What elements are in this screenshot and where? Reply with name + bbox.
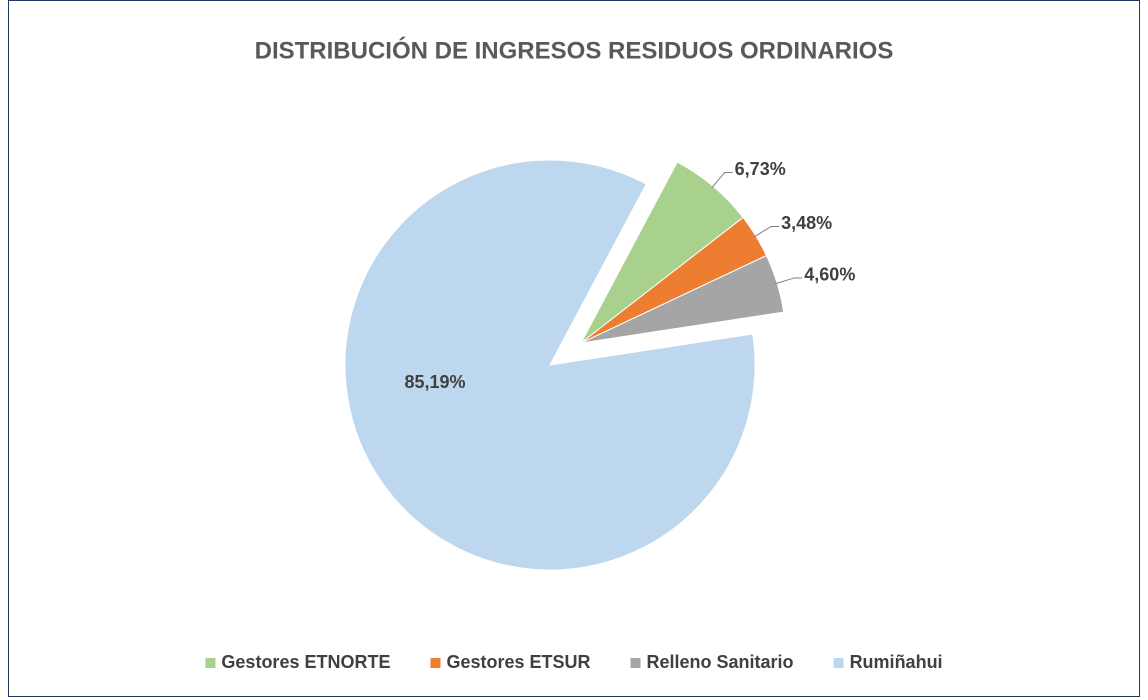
legend-swatch bbox=[430, 658, 441, 668]
leader-line bbox=[753, 225, 780, 238]
chart-title: DISTRIBUCIÓN DE INGRESOS RESIDUOS ORDINA… bbox=[255, 36, 894, 64]
leader-line bbox=[711, 171, 733, 189]
leader-line bbox=[775, 277, 803, 285]
legend-label: Gestores ETSUR bbox=[446, 652, 590, 672]
data-label: 4,60% bbox=[804, 265, 855, 285]
legend-swatch bbox=[205, 658, 216, 668]
pie-slice bbox=[344, 159, 756, 571]
legend-swatch bbox=[630, 658, 641, 668]
legend-label: Relleno Sanitario bbox=[647, 652, 794, 672]
data-label: 3,48% bbox=[781, 213, 832, 233]
data-label: 6,73% bbox=[735, 159, 786, 179]
legend: Gestores ETNORTE Gestores ETSUR Relleno Sa… bbox=[205, 652, 943, 672]
data-label: 85,19% bbox=[404, 372, 465, 392]
chart-frame bbox=[8, 0, 1140, 697]
legend-label: Rumiñahui bbox=[850, 652, 943, 672]
legend-swatch bbox=[833, 658, 844, 668]
legend-label: Gestores ETNORTE bbox=[221, 652, 390, 672]
